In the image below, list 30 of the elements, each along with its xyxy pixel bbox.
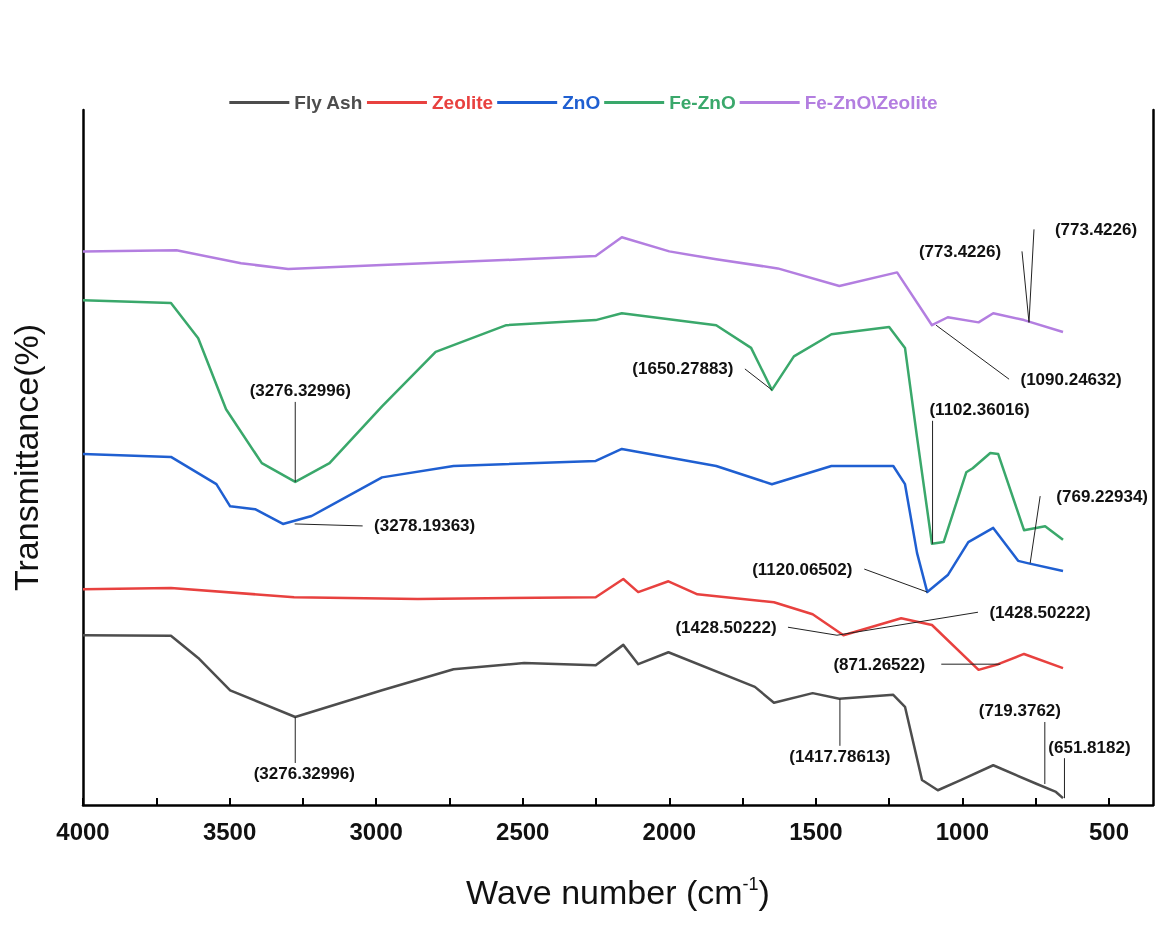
annotation: (1417.78613): [789, 747, 891, 767]
annotation: (769.22934): [1056, 486, 1149, 506]
legend-label: ZnO: [562, 92, 601, 113]
x-tick-label: 4000: [56, 817, 110, 845]
x-tick-label: 3500: [202, 817, 257, 845]
x-tick-label: 1500: [789, 817, 843, 845]
annotation: (1102.36016): [929, 400, 1030, 420]
annotation: (1428.50222): [989, 602, 1091, 622]
annotation: (1120.06502): [752, 559, 853, 579]
x-tick-label: 500: [1089, 817, 1130, 845]
legend-label: Fly Ash: [294, 92, 363, 113]
annotation: (1428.50222): [675, 617, 777, 637]
annotation: (3278.19363): [374, 516, 476, 536]
legend-label: Fe-ZnO: [669, 92, 736, 113]
x-tick-label: 1000: [935, 817, 990, 845]
annotation: (773.4226): [918, 241, 1002, 261]
y-axis-title: Transmittance(%): [7, 323, 45, 592]
annotation: (651.8182): [1048, 737, 1131, 757]
annotation: (871.26522): [833, 654, 926, 674]
x-tick-label: 2500: [496, 817, 550, 845]
legend-label: Fe-ZnO\Zeolite: [804, 92, 938, 113]
annotation: (3276.32996): [249, 381, 351, 401]
annotation: (1090.24632): [1020, 369, 1122, 389]
x-tick-label: 2000: [642, 817, 696, 845]
annotation: (719.3762): [978, 701, 1061, 721]
annotation: (773.4226): [1054, 219, 1138, 239]
legend-label: Zeolite: [431, 92, 494, 113]
x-tick-label: 3000: [349, 817, 403, 845]
annotation: (3276.32996): [253, 764, 355, 784]
annotation: (1650.27883): [632, 359, 734, 379]
